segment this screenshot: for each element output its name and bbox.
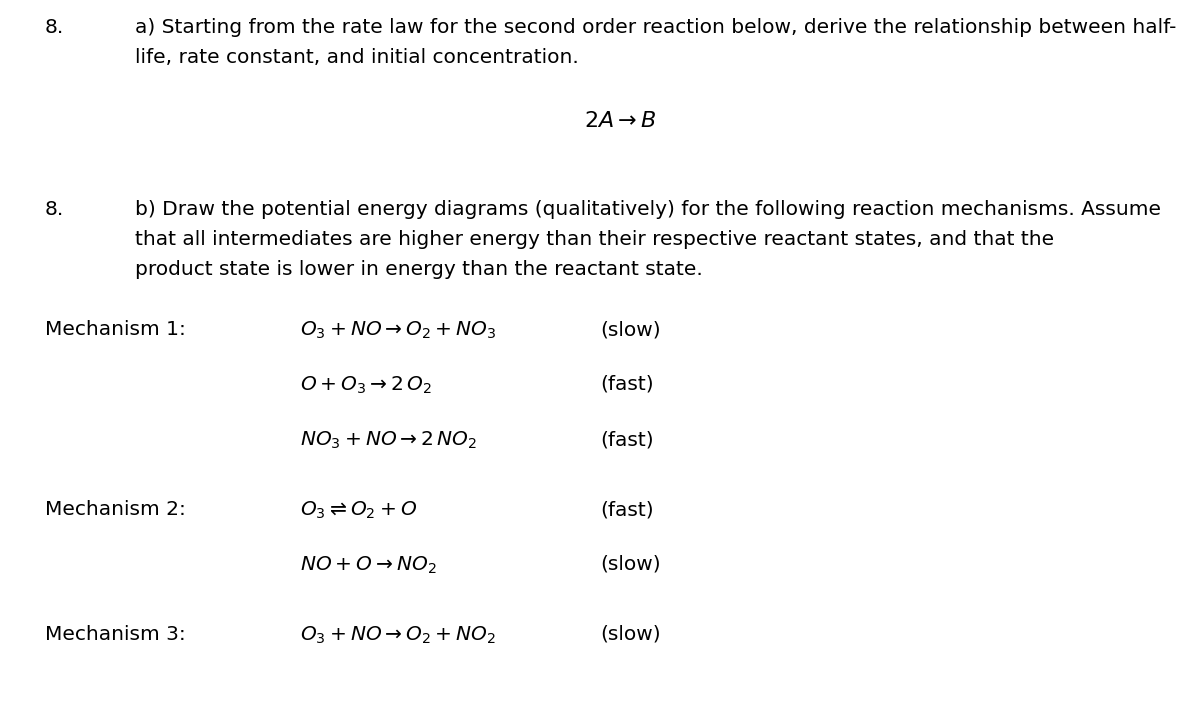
Text: b) Draw the potential energy diagrams (qualitatively) for the following reaction: b) Draw the potential energy diagrams (q… xyxy=(134,200,1162,219)
Text: 8.: 8. xyxy=(46,200,65,219)
Text: that all intermediates are higher energy than their respective reactant states, : that all intermediates are higher energy… xyxy=(134,230,1054,249)
Text: 8.: 8. xyxy=(46,18,65,37)
Text: product state is lower in energy than the reactant state.: product state is lower in energy than th… xyxy=(134,260,703,279)
Text: (slow): (slow) xyxy=(600,555,661,574)
Text: $O_3 + NO \rightarrow O_2 + NO_2$: $O_3 + NO \rightarrow O_2 + NO_2$ xyxy=(300,625,496,646)
Text: a) Starting from the rate law for the second order reaction below, derive the re: a) Starting from the rate law for the se… xyxy=(134,18,1176,37)
Text: (slow): (slow) xyxy=(600,625,661,644)
Text: Mechanism 3:: Mechanism 3: xyxy=(46,625,186,644)
Text: (fast): (fast) xyxy=(600,500,654,519)
Text: life, rate constant, and initial concentration.: life, rate constant, and initial concent… xyxy=(134,48,578,67)
Text: $O_3 \rightleftharpoons O_2 + O$: $O_3 \rightleftharpoons O_2 + O$ xyxy=(300,500,418,521)
Text: $O + O_3 \rightarrow 2\,O_2$: $O + O_3 \rightarrow 2\,O_2$ xyxy=(300,375,432,397)
Text: (fast): (fast) xyxy=(600,430,654,449)
Text: $O_3 + NO \rightarrow O_2 + NO_3$: $O_3 + NO \rightarrow O_2 + NO_3$ xyxy=(300,320,497,341)
Text: Mechanism 2:: Mechanism 2: xyxy=(46,500,186,519)
Text: $\mathit{2A} \rightarrow \mathit{B}$: $\mathit{2A} \rightarrow \mathit{B}$ xyxy=(583,110,656,132)
Text: $NO + O \rightarrow NO_2$: $NO + O \rightarrow NO_2$ xyxy=(300,555,437,576)
Text: (slow): (slow) xyxy=(600,320,661,339)
Text: $NO_3 + NO \rightarrow 2\,NO_2$: $NO_3 + NO \rightarrow 2\,NO_2$ xyxy=(300,430,478,451)
Text: (fast): (fast) xyxy=(600,375,654,394)
Text: Mechanism 1:: Mechanism 1: xyxy=(46,320,186,339)
